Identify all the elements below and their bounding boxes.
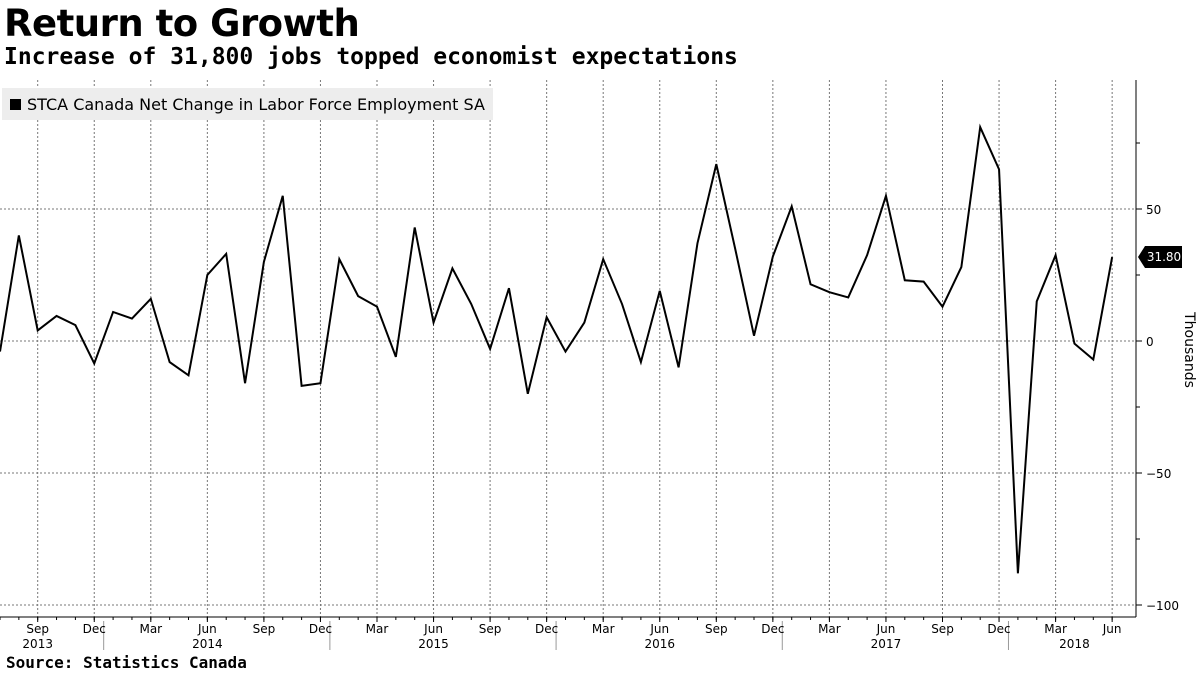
x-month-label: Mar xyxy=(818,622,841,636)
chart-subtitle: Increase of 31,800 jobs topped economist… xyxy=(4,44,738,70)
series-layer xyxy=(0,123,1114,574)
y-axis-title: Thousands xyxy=(1181,311,1197,388)
x-month-label: Mar xyxy=(592,622,615,636)
last-value-label: 31.80 xyxy=(1147,250,1181,264)
x-month-label: Dec xyxy=(987,622,1010,636)
x-month-label: Sep xyxy=(931,622,954,636)
chart-title: Return to Growth xyxy=(4,2,360,45)
legend-label: STCA Canada Net Change in Labor Force Em… xyxy=(27,94,485,114)
x-month-label: Jun xyxy=(1102,622,1122,636)
y-tick-label: −50 xyxy=(1146,467,1171,481)
y-tick-label: 0 xyxy=(1146,335,1154,349)
x-month-label: Sep xyxy=(705,622,728,636)
x-year-label: 2013 xyxy=(22,637,53,651)
x-month-label: Mar xyxy=(139,622,162,636)
axes xyxy=(0,80,1142,650)
x-month-label: Dec xyxy=(309,622,332,636)
x-month-label: Dec xyxy=(535,622,558,636)
last-value-tag xyxy=(1138,246,1182,269)
x-month-label: Mar xyxy=(366,622,389,636)
x-year-label: 2014 xyxy=(192,637,223,651)
grid-lines xyxy=(0,80,1136,617)
x-month-label: Jun xyxy=(649,622,669,636)
x-month-label: Sep xyxy=(26,622,49,636)
source-note: Source: Statistics Canada xyxy=(6,653,247,672)
x-month-label: Dec xyxy=(83,622,106,636)
series-line xyxy=(0,123,1114,574)
x-year-label: 2016 xyxy=(644,637,675,651)
x-month-label: Dec xyxy=(761,622,784,636)
x-month-label: Jun xyxy=(876,622,896,636)
x-year-label: 2018 xyxy=(1059,637,1090,651)
x-month-label: Sep xyxy=(479,622,502,636)
y-tick-label: 50 xyxy=(1146,203,1161,217)
axis-labels: 50 0 −50 −100 Sep Dec Mar Jun Sep Dec Mar Jun Sep Dec… xyxy=(22,203,1197,651)
x-month-label: Jun xyxy=(423,622,443,636)
y-tick-label: −100 xyxy=(1146,599,1179,613)
x-month-label: Sep xyxy=(253,622,276,636)
x-month-label: Mar xyxy=(1044,622,1067,636)
legend-swatch xyxy=(10,98,21,110)
x-year-label: 2015 xyxy=(418,637,449,651)
x-month-label: Jun xyxy=(197,622,217,636)
legend: STCA Canada Net Change in Labor Force Em… xyxy=(2,88,493,120)
x-year-label: 2017 xyxy=(871,637,902,651)
